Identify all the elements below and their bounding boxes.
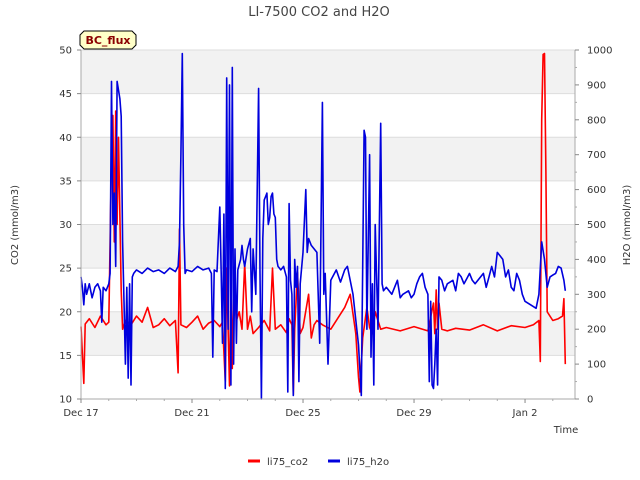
x-tick-label: Dec 29 (396, 408, 431, 419)
left-tick-label: 25 (59, 264, 72, 275)
right-tick-label: 200 (587, 325, 606, 336)
right-tick-label: 300 (587, 290, 606, 301)
background-band (81, 50, 575, 94)
left-tick-label: 20 (59, 307, 72, 318)
right-tick-label: 600 (587, 185, 606, 196)
chart: 1015202530354045500100200300400500600700… (0, 0, 640, 480)
x-axis-label: Time (553, 425, 578, 436)
left-tick-label: 40 (59, 133, 72, 144)
right-tick-label: 900 (587, 80, 606, 91)
chart-title: LI-7500 CO2 and H2O (248, 5, 390, 20)
right-tick-label: 800 (587, 115, 606, 126)
badge-label: BC_flux (85, 34, 130, 47)
badge: BC_flux (80, 31, 136, 49)
x-tick-label: Dec 21 (174, 408, 209, 419)
legend: li75_co2 li75_h2o (248, 457, 389, 468)
right-tick-label: 400 (587, 255, 606, 266)
left-tick-label: 45 (59, 89, 72, 100)
left-tick-label: 30 (59, 220, 72, 231)
right-tick-label: 1000 (587, 46, 612, 57)
legend-label-li75_h2o: li75_h2o (347, 457, 389, 468)
left-tick-label: 10 (59, 395, 72, 406)
background-band (81, 137, 575, 181)
background-bands (81, 50, 575, 355)
legend-label-li75_co2: li75_co2 (267, 457, 308, 468)
x-tick-label: Dec 25 (285, 408, 320, 419)
background-band (81, 225, 575, 269)
x-tick-label: Dec 17 (63, 408, 98, 419)
x-tick-label: Jan 2 (512, 408, 538, 419)
right-tick-label: 100 (587, 360, 606, 371)
right-tick-label: 700 (587, 150, 606, 161)
right-tick-label: 500 (587, 220, 606, 231)
right-tick-label: 0 (587, 395, 593, 406)
left-tick-label: 15 (59, 351, 72, 362)
left-tick-label: 50 (59, 46, 72, 57)
right-axis-label: H2O (mmol/m3) (622, 185, 633, 266)
left-tick-label: 35 (59, 176, 72, 187)
left-axis-label: CO2 (mmol/m3) (10, 185, 21, 265)
